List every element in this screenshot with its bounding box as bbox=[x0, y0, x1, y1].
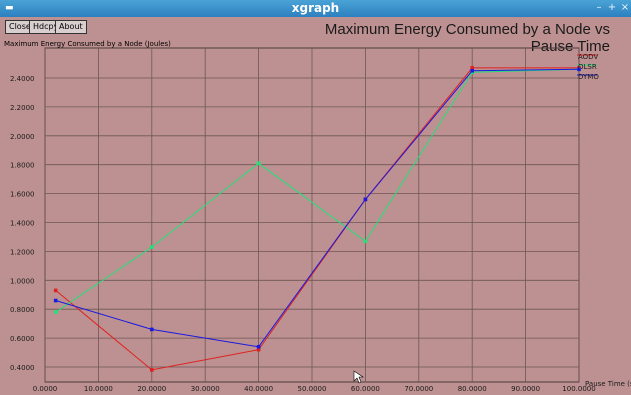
data-point-dymo bbox=[256, 344, 261, 349]
data-point-olsr bbox=[256, 161, 261, 166]
maximize-icon[interactable]: + bbox=[607, 2, 617, 13]
y-tick-label: 1.8000 bbox=[10, 162, 35, 170]
x-tick-label: 90.0000 bbox=[511, 385, 540, 393]
data-point-aodv bbox=[53, 288, 58, 293]
data-point-dymo bbox=[577, 67, 581, 72]
legend-label-dymo: DYMO bbox=[578, 73, 599, 81]
about-button[interactable]: About bbox=[55, 20, 87, 34]
data-point-olsr bbox=[53, 310, 58, 314]
legend-label-olsr: OLSR bbox=[578, 63, 597, 71]
y-tick-label: 1.4000 bbox=[10, 220, 35, 228]
y-tick-label: 2.0000 bbox=[10, 133, 35, 141]
y-tick-label: 1.0000 bbox=[10, 277, 35, 285]
x-axis-label: Pause Time (s) bbox=[585, 380, 631, 388]
data-point-aodv bbox=[150, 368, 154, 372]
x-tick-label: 50.0000 bbox=[298, 385, 327, 393]
x-tick-label: 80.0000 bbox=[458, 385, 487, 393]
minimize-icon[interactable]: – bbox=[596, 2, 602, 13]
y-tick-label: 2.4000 bbox=[10, 75, 35, 83]
x-tick-label: 70.0000 bbox=[404, 385, 433, 393]
data-point-dymo bbox=[470, 68, 474, 73]
data-point-dymo bbox=[53, 298, 58, 303]
x-tick-label: 40.0000 bbox=[244, 385, 273, 393]
window-menu-icon[interactable]: ▬ bbox=[5, 3, 14, 13]
y-tick-label: 0.4000 bbox=[10, 364, 35, 372]
series-line-aodv bbox=[55, 67, 579, 371]
chart-title: Maximum Energy Consumed by a Node vs Pau… bbox=[324, 21, 610, 55]
series-line-olsr bbox=[55, 68, 580, 313]
x-tick-label: 0.0000 bbox=[33, 385, 58, 393]
y-tick-label: 2.2000 bbox=[10, 104, 35, 112]
data-point-olsr bbox=[363, 239, 368, 244]
title-bar[interactable]: ▬ xgraph – + × bbox=[0, 0, 631, 17]
close-window-icon[interactable]: × bbox=[620, 2, 630, 13]
x-tick-label: 100.0000 bbox=[562, 385, 595, 393]
data-point-aodv bbox=[256, 347, 261, 352]
y-tick-label: 1.6000 bbox=[10, 191, 35, 199]
data-point-olsr bbox=[150, 245, 154, 249]
y-tick-label: 0.6000 bbox=[10, 335, 35, 343]
mouse-cursor-icon bbox=[353, 370, 364, 384]
x-tick-label: 10.0000 bbox=[84, 385, 113, 393]
y-axis-label: Maximum Energy Consumed by a Node (Joule… bbox=[4, 40, 171, 48]
data-point-dymo bbox=[150, 327, 154, 332]
series-line-dymo bbox=[55, 68, 580, 348]
legend-label-aodv: AODV bbox=[578, 53, 598, 61]
y-tick-label: 1.2000 bbox=[10, 248, 35, 256]
data-point-aodv bbox=[470, 66, 474, 70]
data-point-dymo bbox=[363, 197, 368, 202]
x-tick-label: 20.0000 bbox=[137, 385, 166, 393]
y-tick-label: 0.8000 bbox=[10, 306, 35, 314]
x-tick-label: 60.0000 bbox=[351, 385, 380, 393]
window-title: xgraph bbox=[291, 1, 340, 15]
x-tick-label: 30.0000 bbox=[191, 385, 220, 393]
